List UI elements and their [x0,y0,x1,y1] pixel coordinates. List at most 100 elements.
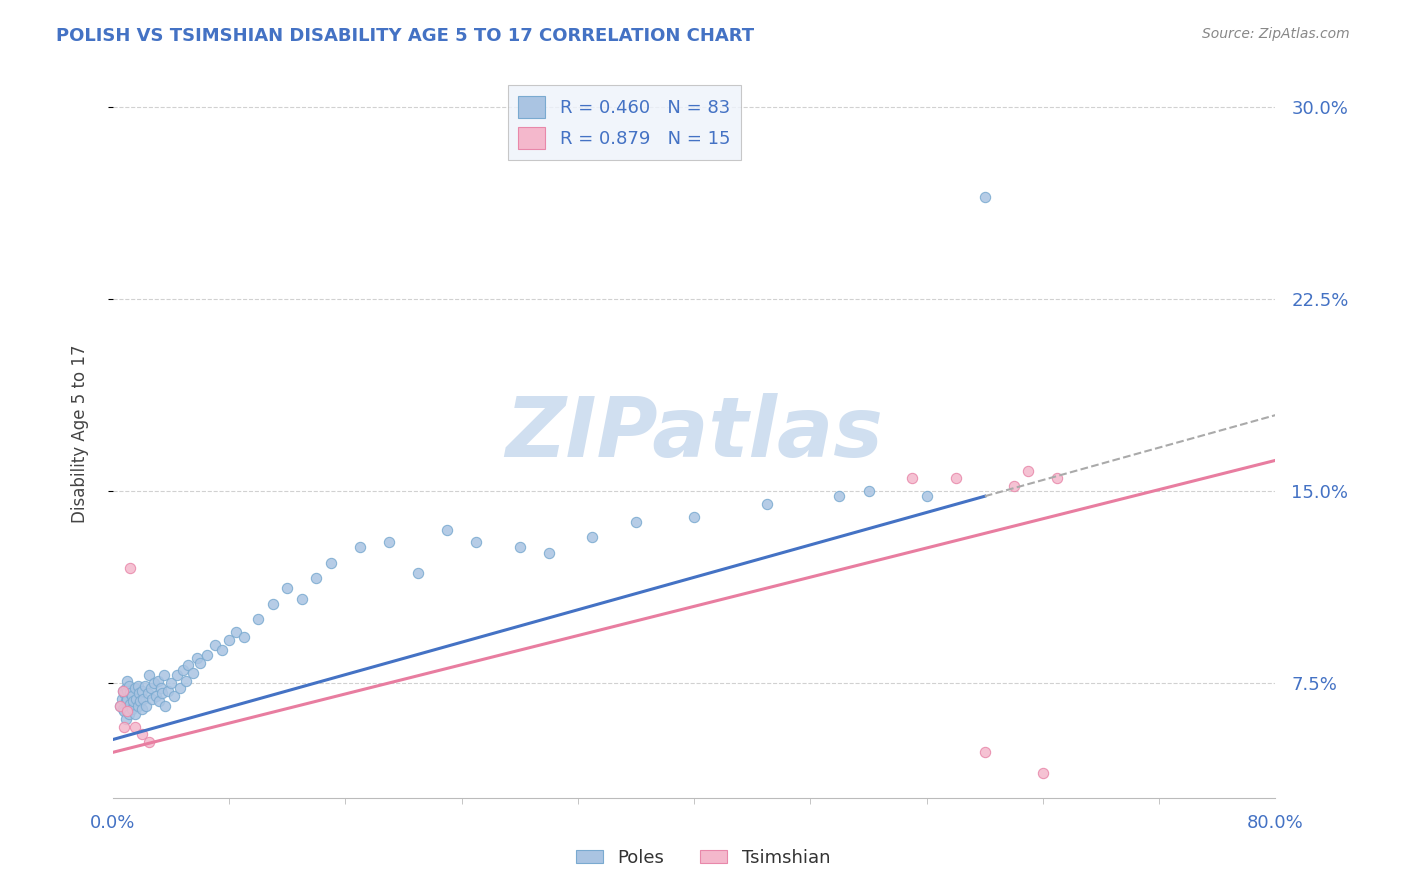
Point [141,691,163,706]
Point [858,484,880,499]
Point [349,541,371,555]
Text: POLISH VS TSIMSHIAN DISABILITY AGE 5 TO 17 CORRELATION CHART: POLISH VS TSIMSHIAN DISABILITY AGE 5 TO … [56,27,755,45]
Point [828,489,851,503]
Point [114,720,136,734]
Point [186,650,208,665]
Legend: R = 0.460   N = 83, R = 0.879   N = 15: R = 0.460 N = 83, R = 0.879 N = 15 [508,85,741,160]
Point [150,686,173,700]
Point [153,699,176,714]
Point [305,571,328,585]
Point [117,694,139,708]
Point [152,668,174,682]
Point [122,694,145,708]
Point [378,535,401,549]
Text: ZIPatlas: ZIPatlas [505,393,883,474]
Point [174,673,197,688]
Point [169,681,191,696]
Point [181,665,204,680]
Point [915,489,938,503]
Point [149,681,172,696]
Point [901,471,924,485]
Point [124,681,146,696]
Point [117,691,139,706]
Point [115,694,138,708]
Point [124,720,146,734]
Point [134,679,156,693]
Point [108,699,131,714]
Point [225,624,247,639]
Point [115,712,138,726]
Point [117,702,139,716]
Point [624,515,647,529]
Point [166,668,188,682]
Point [291,591,314,606]
Point [172,664,194,678]
Point [138,735,160,749]
Point [131,727,153,741]
Point [115,681,138,696]
Point [139,681,162,696]
Point [121,689,143,703]
Point [232,630,254,644]
Point [142,676,165,690]
Point [114,704,136,718]
Text: Source: ZipAtlas.com: Source: ZipAtlas.com [1202,27,1350,41]
Point [117,673,139,688]
Point [111,684,134,698]
Legend: Poles, Tsimshian: Poles, Tsimshian [568,842,838,874]
Point [465,535,488,549]
Point [276,582,298,596]
Point [247,612,270,626]
Point [157,684,180,698]
Point [211,643,233,657]
Point [108,699,131,714]
Point [319,556,342,570]
Point [537,545,560,559]
Point [973,745,995,759]
Point [128,686,150,700]
Point [204,638,226,652]
Point [945,471,967,485]
Point [406,566,429,580]
Point [117,704,139,718]
Point [111,684,134,698]
Point [973,189,995,203]
Point [110,691,132,706]
Point [120,686,142,700]
Point [114,686,136,700]
Point [581,530,603,544]
Point [125,691,148,706]
Point [146,673,169,688]
Point [509,541,531,555]
Point [145,689,167,703]
Point [163,689,186,703]
Point [127,699,149,714]
Point [177,658,200,673]
Point [218,632,240,647]
Point [111,702,134,716]
Point [135,699,157,714]
Point [120,561,142,575]
Y-axis label: Disability Age 5 to 17: Disability Age 5 to 17 [72,344,89,523]
Point [136,686,159,700]
Point [131,702,153,716]
Point [117,684,139,698]
Point [436,523,458,537]
Point [755,497,778,511]
Point [1017,464,1039,478]
Point [138,668,160,682]
Point [129,694,152,708]
Point [1046,471,1069,485]
Point [127,679,149,693]
Point [118,679,141,693]
Point [262,597,284,611]
Point [195,648,218,662]
Point [124,706,146,721]
Point [683,509,706,524]
Point [131,684,153,698]
Point [121,702,143,716]
Point [132,691,155,706]
Point [160,676,183,690]
Point [188,656,211,670]
Point [1032,765,1054,780]
